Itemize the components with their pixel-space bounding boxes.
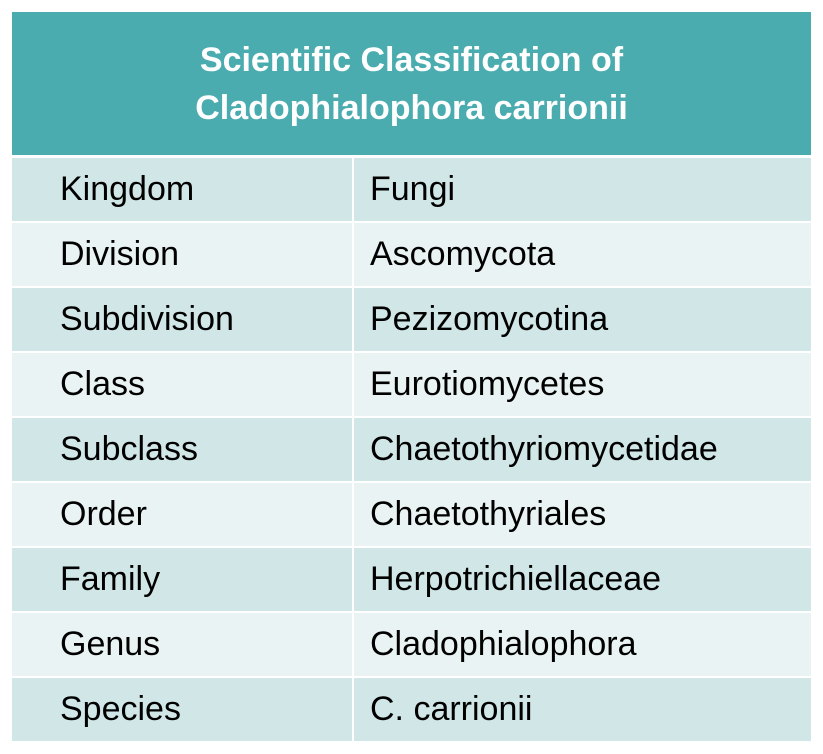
taxon-cell: Pezizomycotina xyxy=(353,286,811,353)
table-row: Kingdom Fungi xyxy=(12,155,811,223)
rank-cell: Species xyxy=(12,676,354,743)
taxon-cell: Eurotiomycetes xyxy=(353,351,811,418)
taxon-cell: Fungi xyxy=(353,155,811,223)
rank-cell: Subdivision xyxy=(12,286,354,353)
table-row: Subdivision Pezizomycotina xyxy=(12,286,811,353)
taxon-cell: Chaetothyriomycetidae xyxy=(353,416,811,483)
title-line: Cladophialophora carrionii xyxy=(195,88,628,127)
rank-cell: Class xyxy=(12,351,354,418)
taxon-cell: Chaetothyriales xyxy=(353,481,811,548)
table-row: Family Herpotrichiellaceae xyxy=(12,546,811,613)
table-row: Species C. carrionii xyxy=(12,676,811,743)
taxon-cell: C. carrionii xyxy=(353,676,811,743)
rank-cell: Kingdom xyxy=(12,155,354,223)
taxon-cell: Cladophialophora xyxy=(353,611,811,678)
table-row: Subclass Chaetothyriomycetidae xyxy=(12,416,811,483)
table-row: Division Ascomycota xyxy=(12,221,811,288)
header-row: Scientific Classification of Cladophialo… xyxy=(12,12,811,158)
table-row: Order Chaetothyriales xyxy=(12,481,811,548)
rank-cell: Subclass xyxy=(12,416,354,483)
rank-cell: Division xyxy=(12,221,354,288)
taxon-cell: Ascomycota xyxy=(353,221,811,288)
table-title: Scientific Classification of Cladophialo… xyxy=(12,12,811,158)
classification-table: Scientific Classification of Cladophialo… xyxy=(12,12,811,743)
table-row: Class Eurotiomycetes xyxy=(12,351,811,418)
rank-cell: Order xyxy=(12,481,354,548)
rank-cell: Genus xyxy=(12,611,354,678)
taxon-cell: Herpotrichiellaceae xyxy=(353,546,811,613)
table-body: Kingdom Fungi Division Ascomycota Subdivisio… xyxy=(12,155,811,743)
rank-cell: Family xyxy=(12,546,354,613)
table-row: Genus Cladophialophora xyxy=(12,611,811,678)
title-line: Scientific Classification of xyxy=(199,40,624,79)
